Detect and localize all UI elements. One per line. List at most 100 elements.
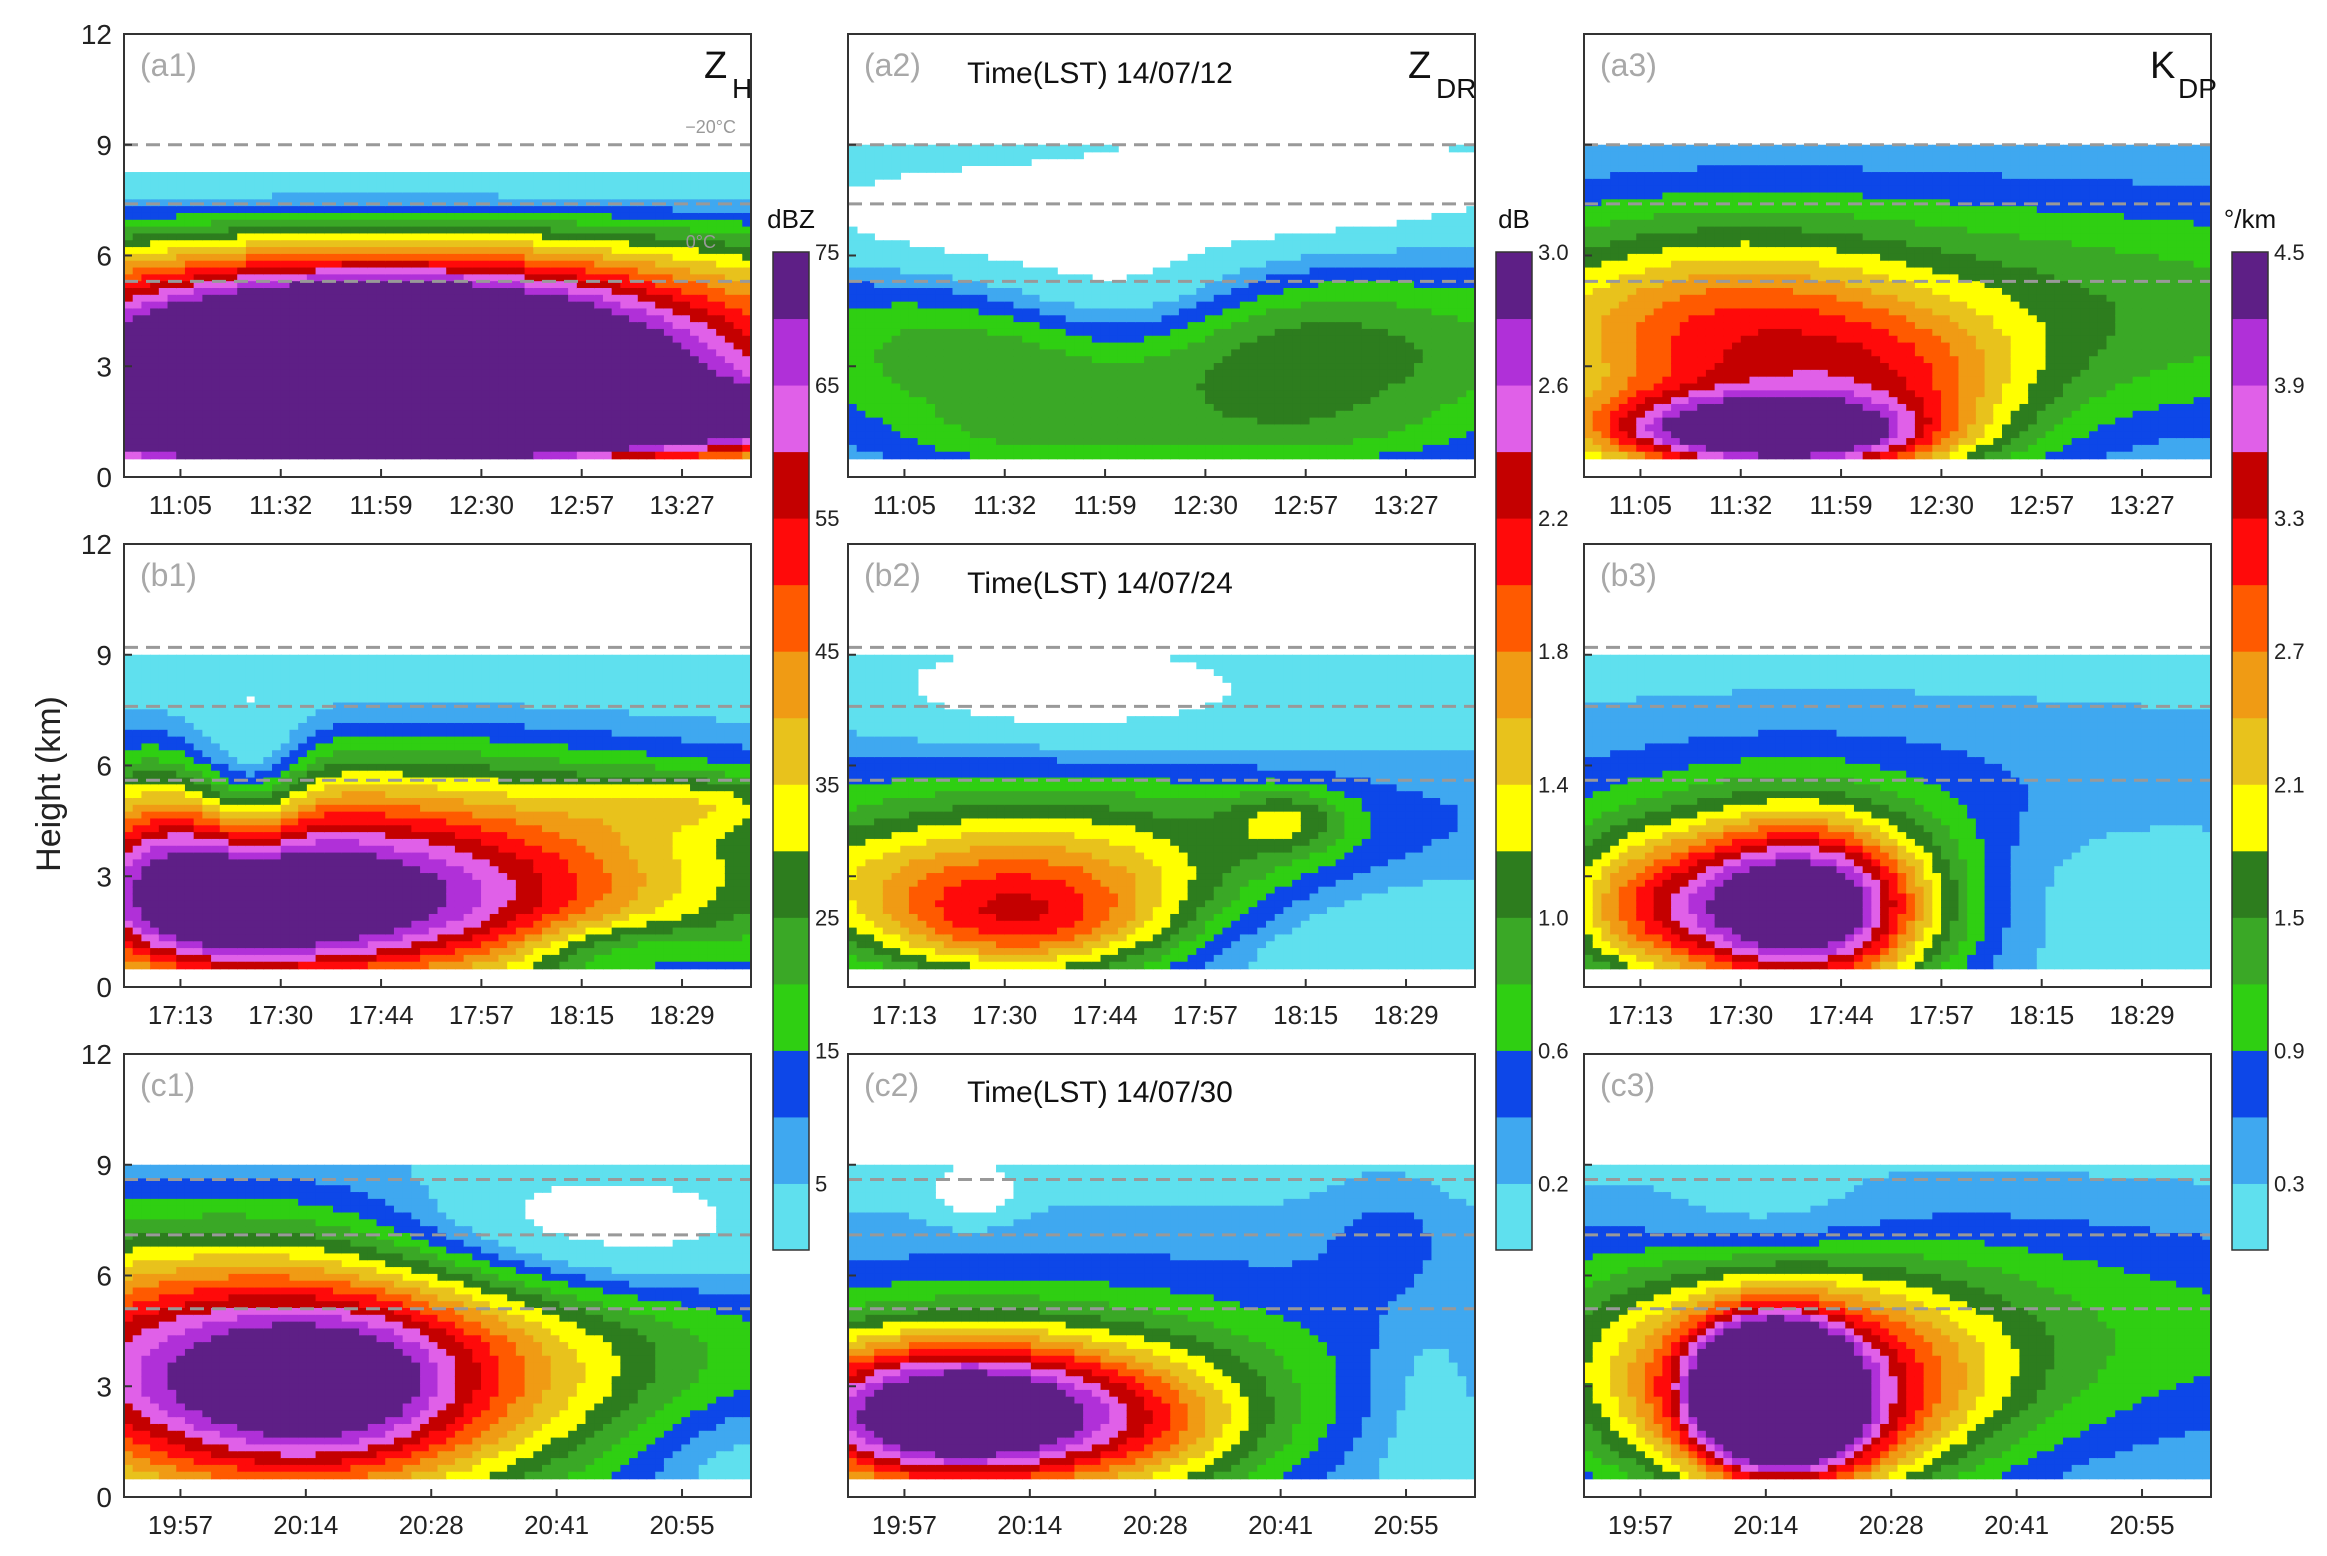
field-cell-1 bbox=[1326, 390, 1337, 398]
field-cell-1 bbox=[1117, 281, 1128, 289]
field-cell-0 bbox=[576, 342, 587, 351]
field-cell-1 bbox=[1013, 144, 1023, 153]
field-cell-0 bbox=[350, 410, 360, 419]
field-cell-0 bbox=[481, 212, 491, 221]
field-cell-0 bbox=[193, 274, 204, 282]
field-cell-0 bbox=[524, 267, 535, 276]
field-cell-0 bbox=[707, 233, 717, 242]
field-cell-0 bbox=[550, 403, 561, 412]
field-cell-1 bbox=[1109, 281, 1119, 289]
field-cell-0 bbox=[446, 363, 456, 371]
field-cell-0 bbox=[602, 424, 613, 433]
field-cell-1 bbox=[1161, 369, 1172, 378]
field-cell-0 bbox=[637, 281, 648, 289]
field-cell-1 bbox=[1283, 410, 1293, 419]
field-cell-1 bbox=[1361, 301, 1372, 310]
field-cell-0 bbox=[167, 390, 178, 398]
field-cell-1 bbox=[1004, 383, 1015, 392]
field-cell-0 bbox=[620, 192, 630, 201]
field-cell-0 bbox=[437, 288, 448, 296]
field-cell-0 bbox=[454, 315, 465, 323]
field-cell-0 bbox=[150, 281, 160, 289]
field-cell-1 bbox=[1065, 151, 1076, 160]
field-cell-1 bbox=[943, 369, 954, 378]
field-cell-1 bbox=[1013, 403, 1023, 412]
field-cell-1 bbox=[1274, 233, 1285, 242]
field-cell-0 bbox=[376, 233, 387, 242]
field-cell-0 bbox=[594, 212, 604, 221]
field-cell-0 bbox=[428, 267, 439, 276]
field-cell-1 bbox=[952, 260, 963, 269]
field-cell-0 bbox=[298, 212, 308, 221]
field-cell-0 bbox=[742, 178, 752, 187]
field-cell-0 bbox=[550, 397, 561, 405]
field-cell-0 bbox=[132, 403, 143, 412]
field-cell-0 bbox=[663, 451, 674, 460]
field-cell-1 bbox=[1126, 308, 1137, 317]
field-cell-1 bbox=[900, 165, 910, 173]
field-cell-1 bbox=[1004, 431, 1015, 439]
field-cell-0 bbox=[637, 335, 648, 344]
field-cell-0 bbox=[629, 369, 639, 378]
field-cell-0 bbox=[219, 397, 230, 405]
field-cell-1 bbox=[848, 172, 858, 180]
field-cell-1 bbox=[1344, 335, 1354, 344]
field-cell-0 bbox=[437, 369, 448, 378]
field-cell-1 bbox=[987, 158, 997, 167]
field-cell-0 bbox=[254, 247, 265, 255]
field-cell-1 bbox=[1074, 301, 1084, 310]
field-cell-1 bbox=[1178, 281, 1189, 289]
field-cell-0 bbox=[219, 253, 230, 262]
field-cell-0 bbox=[428, 417, 439, 426]
field-cell-0 bbox=[690, 438, 700, 446]
field-cell-1 bbox=[1196, 444, 1206, 453]
field-cell-1 bbox=[1152, 417, 1163, 426]
field-cell-0 bbox=[655, 451, 665, 460]
field-cell-0 bbox=[132, 233, 143, 242]
field-cell-1 bbox=[1309, 417, 1320, 426]
field-cell-0 bbox=[533, 397, 543, 405]
field-cell-1 bbox=[996, 267, 1006, 276]
field-cell-0 bbox=[681, 172, 691, 180]
field-cell-1 bbox=[865, 240, 875, 248]
field-cell-1 bbox=[1213, 444, 1224, 453]
field-cell-0 bbox=[524, 240, 535, 248]
field-cell-1 bbox=[917, 322, 928, 330]
field-cell-1 bbox=[1361, 240, 1372, 248]
field-cell-1 bbox=[856, 274, 867, 282]
field-cell-1 bbox=[917, 376, 928, 385]
field-cell-0 bbox=[437, 192, 448, 201]
field-cell-1 bbox=[943, 301, 954, 310]
field-cell-1 bbox=[1196, 288, 1206, 296]
field-cell-0 bbox=[672, 383, 683, 392]
field-cell-0 bbox=[315, 431, 326, 439]
field-cell-1 bbox=[1100, 403, 1111, 412]
field-cell-1 bbox=[1057, 322, 1067, 330]
field-cell-0 bbox=[132, 253, 143, 262]
field-cell-0 bbox=[742, 294, 752, 303]
field-cell-0 bbox=[184, 438, 195, 446]
field-cell-1 bbox=[908, 151, 919, 160]
field-cell-1 bbox=[1309, 267, 1320, 276]
field-cell-0 bbox=[341, 274, 352, 282]
field-cell-1 bbox=[987, 322, 997, 330]
field-cell-0 bbox=[454, 185, 465, 194]
field-cell-0 bbox=[515, 431, 526, 439]
field-cell-0 bbox=[298, 192, 308, 201]
field-cell-0 bbox=[620, 172, 630, 180]
field-cell-1 bbox=[1361, 383, 1372, 392]
field-cell-0 bbox=[681, 444, 691, 453]
field-cell-1 bbox=[969, 158, 980, 167]
field-cell-1 bbox=[996, 158, 1006, 167]
field-cell-1 bbox=[1030, 267, 1041, 276]
field-cell-0 bbox=[524, 451, 535, 460]
field-cell-1 bbox=[1117, 410, 1128, 419]
field-cell-1 bbox=[1065, 322, 1076, 330]
field-cell-0 bbox=[655, 315, 665, 323]
field-cell-0 bbox=[663, 410, 674, 419]
field-cell-1 bbox=[1231, 328, 1241, 337]
field-cell-0 bbox=[359, 431, 369, 439]
field-cell-1 bbox=[1117, 390, 1128, 398]
field-cell-0 bbox=[637, 178, 648, 187]
field-cell-0 bbox=[324, 390, 334, 398]
